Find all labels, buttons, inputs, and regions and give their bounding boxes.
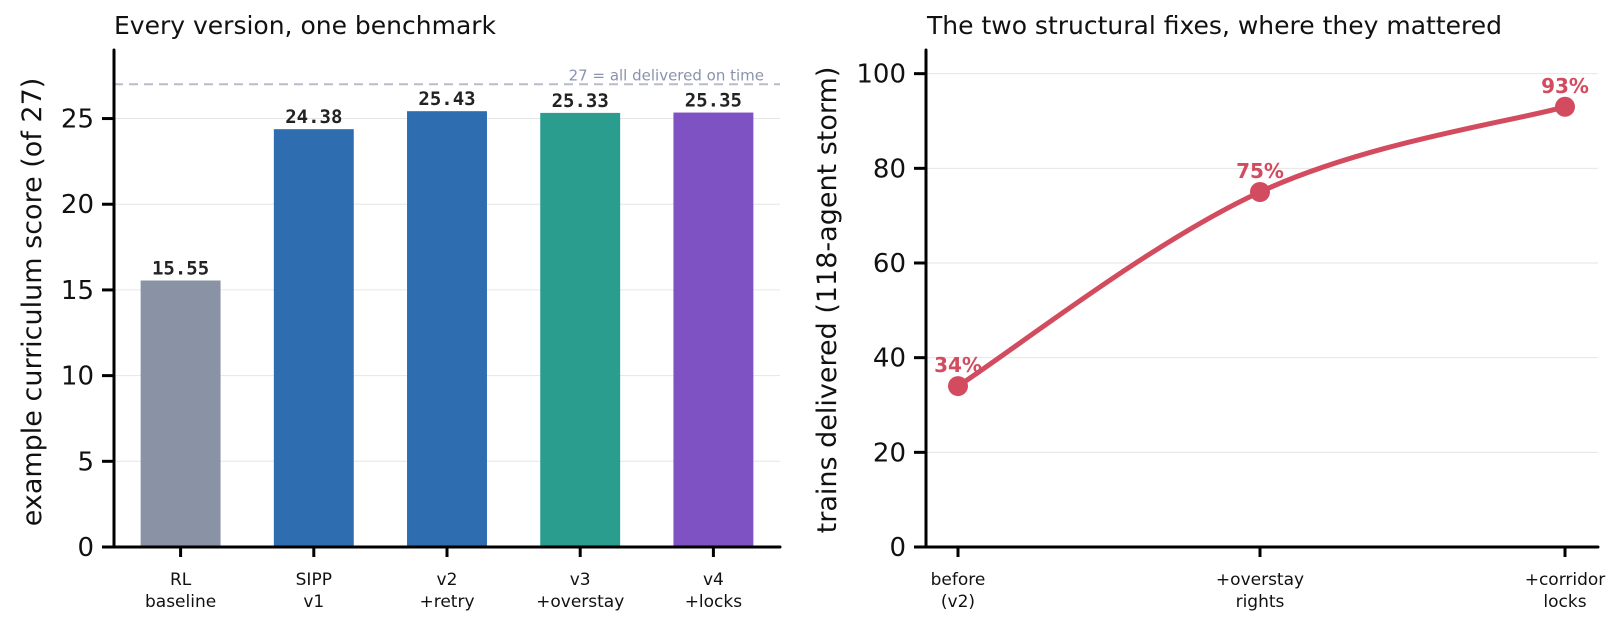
- line-chart-y-axis-label: trains delivered (118-agent storm): [812, 67, 843, 534]
- tick-label-line: v4: [703, 570, 724, 590]
- bar: [273, 129, 354, 547]
- line-chart-y-ticks: 0 20 40 60 80 100: [856, 60, 926, 563]
- tick-label-line: +locks: [685, 592, 743, 612]
- tick-label-line: v1: [303, 592, 324, 612]
- tick-label-line: v3: [570, 570, 591, 590]
- point-value-label: 34%: [934, 353, 982, 377]
- y-tick-label: 80: [873, 154, 906, 184]
- tick-label-line: +overstay: [1216, 570, 1304, 590]
- y-tick-label: 0: [889, 533, 906, 563]
- tick-label-line: before: [931, 570, 986, 590]
- y-tick-label: 10: [61, 362, 94, 392]
- x-tick-label: RL baseline: [145, 570, 216, 612]
- point-value-label: 93%: [1541, 74, 1589, 98]
- tick-label-line: SIPP: [296, 570, 332, 590]
- bar: [140, 280, 221, 547]
- bar: [673, 112, 754, 547]
- data-point: [948, 376, 968, 397]
- bar-chart-title: Every version, one benchmark: [114, 11, 497, 40]
- x-tick-label: v3 +overstay: [536, 570, 624, 612]
- x-tick-label: v2 +retry: [419, 570, 474, 612]
- y-tick-label: 0: [77, 533, 94, 563]
- x-tick-label: +overstay rights: [1216, 570, 1304, 612]
- bar: [540, 112, 621, 547]
- line-chart-gridlines: [926, 73, 1598, 453]
- line-chart: The two structural fixes, where they mat…: [812, 11, 1605, 612]
- tick-label-line: +retry: [419, 592, 474, 612]
- tick-label-line: baseline: [145, 592, 216, 612]
- line-chart-x-ticks: before (v2) +overstay rights +corridor locks: [931, 547, 1606, 612]
- series-line: [955, 104, 1568, 389]
- data-point: [1250, 182, 1270, 202]
- line-chart-axes: [924, 48, 1600, 549]
- tick-label-line: +overstay: [536, 592, 624, 612]
- bar-value-label: 25.35: [685, 90, 742, 112]
- tick-label-line: RL: [170, 570, 192, 590]
- line-chart-value-labels: 34% 75% 93%: [934, 74, 1589, 377]
- tick-label-line: rights: [1236, 592, 1285, 612]
- bar: [407, 111, 487, 548]
- y-tick-label: 40: [873, 344, 906, 374]
- line-chart-title: The two structural fixes, where they mat…: [926, 11, 1502, 40]
- bar-chart-bars: [140, 111, 754, 548]
- x-tick-label: v4 +locks: [685, 570, 743, 612]
- y-tick-label: 15: [61, 276, 94, 306]
- x-tick-label: +corridor locks: [1525, 570, 1606, 612]
- y-tick-label: 20: [61, 190, 94, 220]
- y-tick-label: 20: [873, 438, 906, 468]
- y-tick-label: 25: [61, 105, 94, 135]
- bar-chart-reference: 27 = all delivered on time: [114, 66, 780, 86]
- bar-chart-x-ticks: RL baseline SIPP v1 v2 +retry v3 +overstay v4 +lo…: [145, 547, 742, 612]
- bar-chart: Every version, one benchmark example cur…: [17, 11, 782, 612]
- tick-label-line: +corridor: [1525, 570, 1606, 590]
- y-tick-label: 100: [856, 60, 906, 90]
- bar-value-label: 24.38: [285, 106, 342, 128]
- bar-value-label: 15.55: [152, 258, 209, 280]
- tick-label-line: locks: [1543, 592, 1586, 612]
- tick-label-line: v2: [437, 570, 458, 590]
- bar-chart-y-ticks: 0 5 10 15 20 25: [61, 105, 114, 563]
- y-tick-label: 5: [77, 447, 94, 477]
- bar-chart-y-axis-label: example curriculum score (of 27): [17, 78, 48, 527]
- y-tick-label: 60: [873, 249, 906, 279]
- data-point: [1555, 96, 1575, 117]
- bar-chart-value-labels: 15.55 24.38 25.43 25.33 25.35: [152, 88, 742, 279]
- point-value-label: 75%: [1236, 159, 1284, 183]
- tick-label-line: (v2): [941, 592, 975, 612]
- bar-value-label: 25.33: [552, 90, 609, 112]
- reference-line-label: 27 = all delivered on time: [569, 66, 764, 84]
- line-chart-series: [948, 96, 1575, 397]
- x-tick-label: before (v2): [931, 570, 986, 612]
- x-tick-label: SIPP v1: [296, 570, 332, 612]
- bar-value-label: 25.43: [418, 88, 475, 110]
